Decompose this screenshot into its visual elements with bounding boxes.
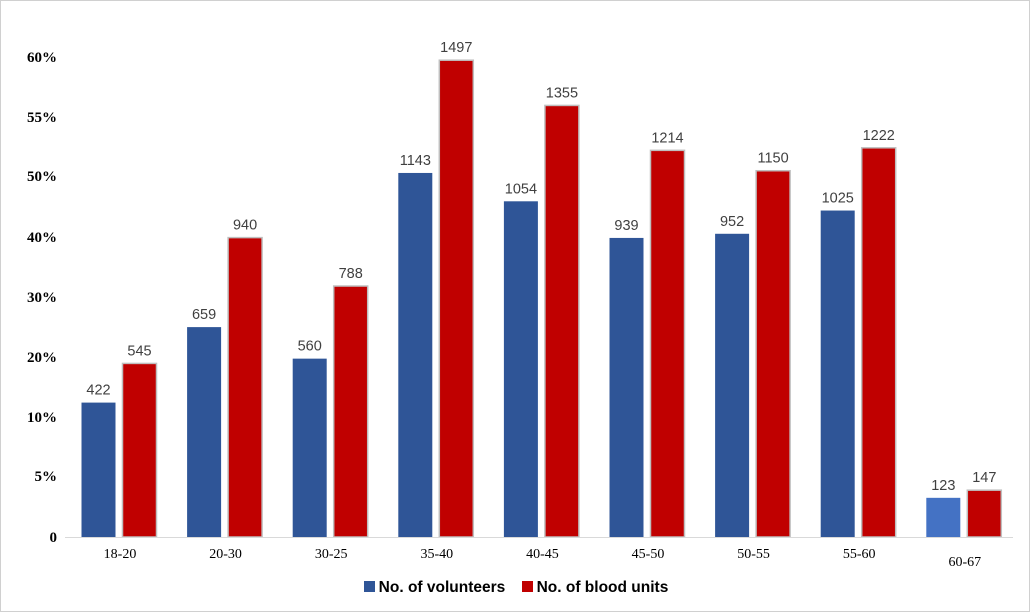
data-label-blood-units: 1497 (440, 40, 472, 56)
x-tick-label: 35-40 (420, 547, 453, 562)
data-label-blood-units: 1355 (546, 85, 578, 101)
data-label-volunteers: 1054 (505, 181, 537, 197)
data-label-volunteers: 422 (86, 383, 110, 399)
bar-blood-units (438, 59, 475, 538)
bars (81, 59, 1003, 538)
legend-label-volunteers: No. of volunteers (378, 579, 506, 596)
legend-label-blood-units: No. of blood units (536, 579, 669, 596)
y-tick-label: 10% (27, 410, 57, 426)
y-tick-label: 50% (27, 169, 57, 185)
x-tick-label: 18-20 (104, 547, 137, 562)
data-label-volunteers: 952 (720, 214, 744, 230)
legend-item-volunteers: No. of volunteers (363, 579, 506, 597)
bar-blood-units (649, 149, 686, 538)
y-tick-label: 5% (35, 469, 58, 485)
data-label-blood-units: 940 (233, 218, 257, 234)
legend-swatch-blood-units (521, 581, 533, 592)
data-label-blood-units: 1214 (651, 130, 683, 146)
x-tick-label: 40-45 (526, 547, 559, 562)
data-label-volunteers: 939 (614, 218, 638, 234)
data-labels: 422 545 659 940 560 788 1143 1497 1054 1355 939 121… (86, 40, 996, 494)
data-label-blood-units: 545 (127, 343, 151, 359)
data-label-blood-units: 1150 (758, 151, 789, 167)
data-label-volunteers: 123 (931, 478, 955, 494)
x-tick-label: 55-60 (843, 547, 876, 562)
legend: No. of volunteers No. of blood units (1, 579, 1030, 597)
y-axis: 0 5% 10% 20% 30% 40% 50% 55% 60% (27, 50, 57, 546)
x-axis: 18-20 20-30 30-25 35-40 40-45 45-50 50-55 55-60… (65, 537, 1013, 570)
data-label-blood-units: 788 (339, 266, 363, 282)
bar-volunteers (609, 237, 644, 537)
legend-swatch-volunteers (363, 581, 375, 592)
x-tick-label: 45-50 (632, 547, 665, 562)
x-tick-label: 20-30 (209, 547, 242, 562)
x-tick-label: 60-67 (948, 555, 981, 570)
bar-blood-units (755, 169, 791, 538)
bar-volunteers (292, 358, 327, 537)
bar-blood-units (966, 489, 1003, 538)
bar-volunteers (715, 233, 750, 537)
legend-item-blood-units: No. of blood units (521, 579, 669, 597)
bar-volunteers (926, 497, 961, 537)
bar-blood-units (860, 147, 897, 538)
bar-volunteers (503, 201, 538, 537)
y-tick-label: 20% (27, 350, 57, 366)
bar-blood-units (544, 104, 580, 538)
bar-volunteers (81, 402, 116, 537)
y-tick-label: 30% (27, 290, 57, 306)
y-tick-label: 60% (27, 50, 57, 66)
bar-volunteers (187, 327, 222, 537)
data-label-blood-units: 1222 (863, 128, 895, 144)
bar-volunteers (398, 172, 433, 537)
data-label-volunteers: 659 (192, 307, 216, 323)
bar-blood-units (121, 362, 158, 538)
y-tick-label: 55% (27, 110, 57, 126)
data-label-blood-units: 147 (972, 470, 996, 486)
y-tick-label: 0 (50, 530, 58, 546)
bar-volunteers (820, 210, 855, 537)
bar-chart: 0 5% 10% 20% 30% 40% 50% 55% 60% 422 545 659 940 560… (27, 40, 1013, 570)
data-label-volunteers: 1143 (400, 153, 431, 169)
bar-blood-units (332, 285, 369, 538)
x-tick-label: 50-55 (737, 547, 770, 562)
x-tick-label: 30-25 (315, 547, 348, 562)
data-label-volunteers: 1025 (822, 191, 854, 207)
y-tick-label: 40% (27, 230, 57, 246)
data-label-volunteers: 560 (298, 339, 322, 355)
bar-blood-units (227, 236, 263, 538)
